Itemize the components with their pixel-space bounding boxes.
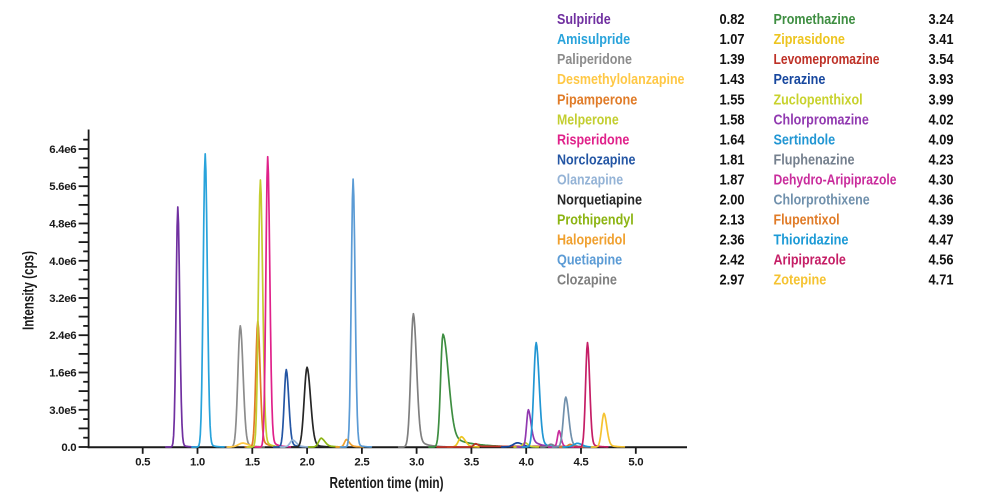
svg-text:4.39: 4.39 (929, 213, 954, 229)
svg-text:4.30: 4.30 (929, 172, 954, 188)
svg-text:1.5: 1.5 (245, 457, 261, 469)
svg-text:Ziprasidone: Ziprasidone (774, 32, 845, 48)
svg-text:1.81: 1.81 (720, 152, 745, 168)
svg-text:3.0: 3.0 (409, 457, 424, 469)
svg-text:2.0: 2.0 (300, 457, 315, 469)
svg-text:Norquetiapine: Norquetiapine (557, 193, 642, 209)
svg-text:Norclozapine: Norclozapine (557, 152, 636, 168)
svg-text:Aripiprazole: Aripiprazole (774, 253, 846, 269)
svg-text:0.5: 0.5 (135, 457, 151, 469)
svg-text:4.23: 4.23 (929, 152, 954, 168)
svg-text:2.4e6: 2.4e6 (49, 330, 76, 342)
svg-text:Chlorprothixene: Chlorprothixene (774, 193, 870, 209)
svg-text:1.43: 1.43 (720, 72, 745, 88)
svg-text:Olanzapine: Olanzapine (557, 172, 623, 188)
svg-text:2.5: 2.5 (354, 457, 370, 469)
svg-text:4.0: 4.0 (519, 457, 534, 469)
svg-text:1.39: 1.39 (720, 52, 745, 68)
svg-text:1.55: 1.55 (720, 92, 745, 108)
svg-text:Desmethylolanzapine: Desmethylolanzapine (557, 72, 685, 88)
svg-text:Levomepromazine: Levomepromazine (774, 52, 880, 68)
svg-text:1.64: 1.64 (720, 132, 746, 148)
svg-text:3.54: 3.54 (929, 52, 955, 68)
svg-text:3.2e6: 3.2e6 (49, 293, 76, 305)
svg-text:4.02: 4.02 (929, 112, 954, 128)
svg-text:Sertindole: Sertindole (774, 132, 836, 148)
svg-text:5.0: 5.0 (628, 457, 643, 469)
svg-text:4.56: 4.56 (929, 253, 954, 269)
svg-text:Sulpiride: Sulpiride (557, 12, 611, 28)
svg-text:Clozapine: Clozapine (557, 273, 617, 289)
svg-text:2.00: 2.00 (720, 193, 745, 209)
svg-text:1.58: 1.58 (720, 112, 745, 128)
svg-text:4.71: 4.71 (929, 273, 954, 289)
svg-text:Zotepine: Zotepine (774, 273, 827, 289)
svg-text:3.0e5: 3.0e5 (49, 405, 77, 417)
svg-text:5.6e6: 5.6e6 (49, 181, 76, 193)
svg-text:Prothipendyl: Prothipendyl (557, 213, 634, 229)
svg-text:0.82: 0.82 (720, 12, 745, 28)
svg-text:2.42: 2.42 (720, 253, 745, 269)
svg-text:4.0e6: 4.0e6 (49, 256, 76, 268)
svg-text:6.4e6: 6.4e6 (49, 144, 76, 156)
svg-text:Pipamperone: Pipamperone (557, 92, 637, 108)
svg-text:4.09: 4.09 (929, 132, 954, 148)
svg-text:Dehydro-Aripiprazole: Dehydro-Aripiprazole (774, 172, 897, 188)
svg-text:Quetiapine: Quetiapine (557, 253, 622, 269)
svg-text:4.5: 4.5 (574, 457, 590, 469)
svg-text:2.13: 2.13 (720, 213, 745, 229)
svg-text:Thioridazine: Thioridazine (774, 233, 849, 249)
svg-text:3.5: 3.5 (464, 457, 480, 469)
svg-text:Paliperidone: Paliperidone (557, 52, 632, 68)
svg-text:Melperone: Melperone (557, 112, 619, 128)
svg-text:Flupentixol: Flupentixol (774, 213, 840, 229)
svg-text:Amisulpride: Amisulpride (557, 32, 630, 48)
svg-text:1.0: 1.0 (190, 457, 205, 469)
svg-text:2.97: 2.97 (720, 273, 745, 289)
svg-text:Zuclopenthixol: Zuclopenthixol (774, 92, 863, 108)
svg-text:3.24: 3.24 (929, 12, 955, 28)
svg-text:Retention time (min): Retention time (min) (330, 475, 444, 492)
svg-text:Haloperidol: Haloperidol (557, 233, 626, 249)
svg-text:Intensity (cps): Intensity (cps) (21, 251, 38, 330)
svg-text:3.41: 3.41 (929, 32, 954, 48)
svg-text:3.99: 3.99 (929, 92, 954, 108)
svg-text:1.87: 1.87 (720, 172, 745, 188)
svg-text:3.93: 3.93 (929, 72, 954, 88)
svg-text:4.47: 4.47 (929, 233, 954, 249)
svg-text:Perazine: Perazine (774, 72, 826, 88)
svg-text:Promethazine: Promethazine (774, 12, 856, 28)
svg-text:2.36: 2.36 (720, 233, 745, 249)
svg-text:1.6e6: 1.6e6 (49, 368, 76, 380)
svg-text:Risperidone: Risperidone (557, 132, 629, 148)
svg-text:4.36: 4.36 (929, 193, 954, 209)
svg-text:1.07: 1.07 (720, 32, 745, 48)
svg-text:4.8e6: 4.8e6 (49, 219, 76, 231)
svg-text:Fluphenazine: Fluphenazine (774, 152, 855, 168)
svg-text:Chlorpromazine: Chlorpromazine (774, 112, 869, 128)
svg-text:0.0: 0.0 (61, 442, 76, 454)
